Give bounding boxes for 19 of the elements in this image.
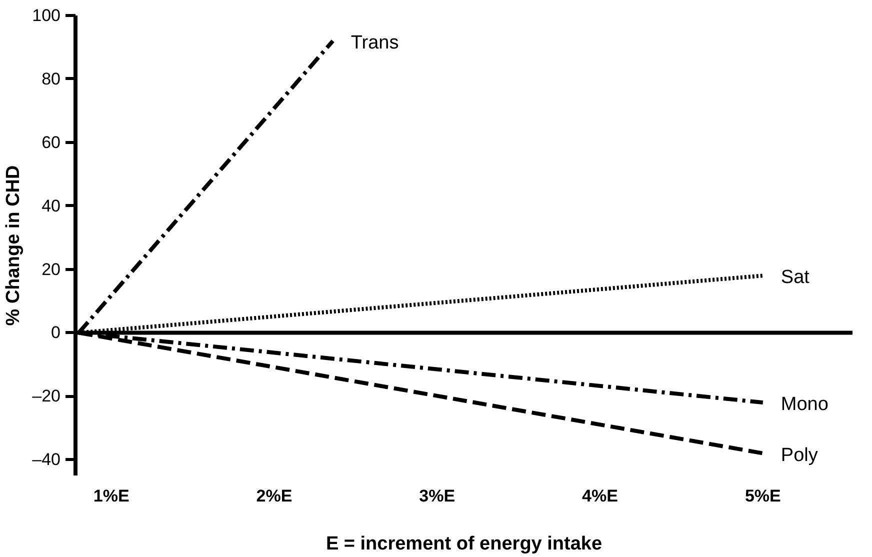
series-label: Trans (350, 32, 399, 54)
series-label: Mono (780, 394, 828, 416)
y-tick-label: 100 (32, 6, 61, 25)
x-tick-label: 3%E (419, 486, 456, 506)
x-tick-label: 4%E (582, 486, 618, 506)
series-label: Poly (780, 444, 818, 466)
x-tick-label: 5%E (744, 486, 781, 506)
x-tick-label: 2%E (256, 486, 292, 506)
y-tick-label: 60 (42, 132, 61, 152)
y-tick-label: –40 (32, 450, 61, 470)
y-tick-label: 20 (42, 260, 61, 279)
x-tick-label: 1%E (93, 486, 130, 506)
y-tick-label: 40 (42, 196, 61, 216)
x-axis-title: E = increment of energy intake (326, 534, 602, 554)
y-tick-label: 80 (42, 69, 61, 88)
y-tick-label: 0 (51, 323, 61, 342)
series-label: Sat (780, 267, 810, 288)
y-tick-label: –20 (32, 386, 61, 406)
y-axis-title: % Change in CHD (3, 165, 24, 326)
